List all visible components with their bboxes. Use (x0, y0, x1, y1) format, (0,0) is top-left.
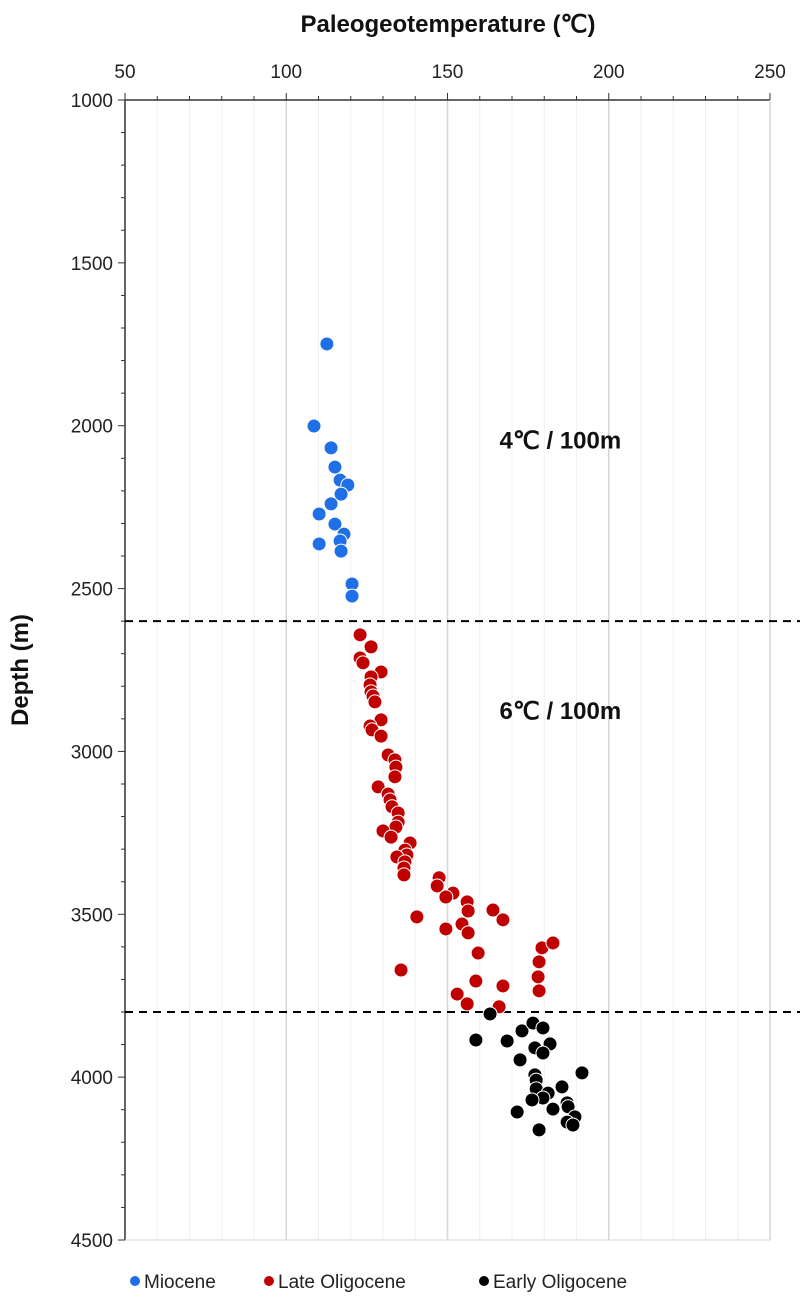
data-point (545, 935, 561, 951)
data-point (460, 903, 476, 919)
data-point (449, 986, 465, 1002)
y-tick-label: 3000 (71, 742, 113, 763)
x-tick-label: 250 (754, 62, 786, 83)
data-point (355, 655, 371, 671)
data-point (545, 1101, 561, 1117)
legend-marker (479, 1276, 489, 1286)
annotation-gradient-lower: 6℃ / 100m (500, 698, 622, 725)
data-point (429, 878, 445, 894)
data-point (327, 516, 343, 532)
data-point (323, 440, 339, 456)
grid (156, 100, 739, 1240)
data-point (333, 543, 349, 559)
data-point (495, 978, 511, 994)
data-point (323, 496, 339, 512)
data-point (333, 486, 349, 502)
data-point (352, 627, 368, 643)
y-tick-label: 2000 (71, 417, 113, 438)
y-tick-label: 1500 (71, 254, 113, 275)
data-point (459, 996, 475, 1012)
data-point (373, 728, 389, 744)
data-point (531, 1122, 547, 1138)
y-tick-label: 2500 (71, 580, 113, 601)
series-late-oligocene (352, 627, 561, 1015)
data-point (387, 769, 403, 785)
data-point (535, 1045, 551, 1061)
annotation-gradient-upper: 4℃ / 100m (500, 428, 622, 455)
data-point (396, 867, 412, 883)
data-point (367, 694, 383, 710)
x-tick-label: 200 (593, 62, 625, 83)
data-point (311, 506, 327, 522)
data-point (524, 1092, 540, 1108)
data-point (499, 1033, 515, 1049)
data-point (565, 1117, 581, 1133)
legend-label: Early Oligocene (493, 1272, 627, 1293)
data-point (485, 902, 501, 918)
data-point (468, 973, 484, 989)
data-point (409, 909, 425, 925)
data-point (531, 954, 547, 970)
x-tick-label: 50 (114, 62, 135, 83)
y-axis-title: Depth (m) (7, 614, 34, 726)
data-point (574, 1065, 590, 1081)
data-point (495, 912, 511, 928)
legend-marker (130, 1276, 140, 1286)
data-point (393, 962, 409, 978)
data-point (482, 1006, 498, 1022)
data-point (319, 336, 335, 352)
data-points (306, 336, 590, 1138)
series-early-oligocene (468, 1006, 590, 1138)
data-point (383, 829, 399, 845)
y-tick-label: 4500 (71, 1231, 113, 1252)
x-tick-label: 100 (270, 62, 302, 83)
x-axis-title: Paleogeotemperature (℃) (300, 11, 595, 38)
data-point (535, 1020, 551, 1036)
data-point (438, 921, 454, 937)
data-point (530, 969, 546, 985)
legend-label: Miocene (144, 1272, 216, 1293)
series-miocene (306, 336, 360, 604)
data-point (468, 1032, 484, 1048)
data-point (306, 418, 322, 434)
legend-label: Late Oligocene (278, 1272, 406, 1293)
y-tick-label: 3500 (71, 905, 113, 926)
data-point (554, 1079, 570, 1095)
reference-lines (125, 620, 800, 1013)
data-point (363, 639, 379, 655)
data-point (311, 536, 327, 552)
data-point (327, 459, 343, 475)
data-point (470, 945, 486, 961)
data-point (509, 1104, 525, 1120)
legend: Miocene Late Oligocene Early Oligocene (130, 1272, 627, 1293)
axes: 50 100 150 200 250 1000 1500 2000 2500 3000 3500 40… (71, 62, 786, 1252)
data-point (531, 983, 547, 999)
y-tick-label: 1000 (71, 91, 113, 112)
data-point (514, 1023, 530, 1039)
x-tick-label: 150 (432, 62, 464, 83)
data-point (344, 588, 360, 604)
data-point (438, 889, 454, 905)
y-tick-label: 4000 (71, 1068, 113, 1089)
legend-marker (264, 1276, 274, 1286)
data-point (460, 925, 476, 941)
data-point (512, 1052, 528, 1068)
